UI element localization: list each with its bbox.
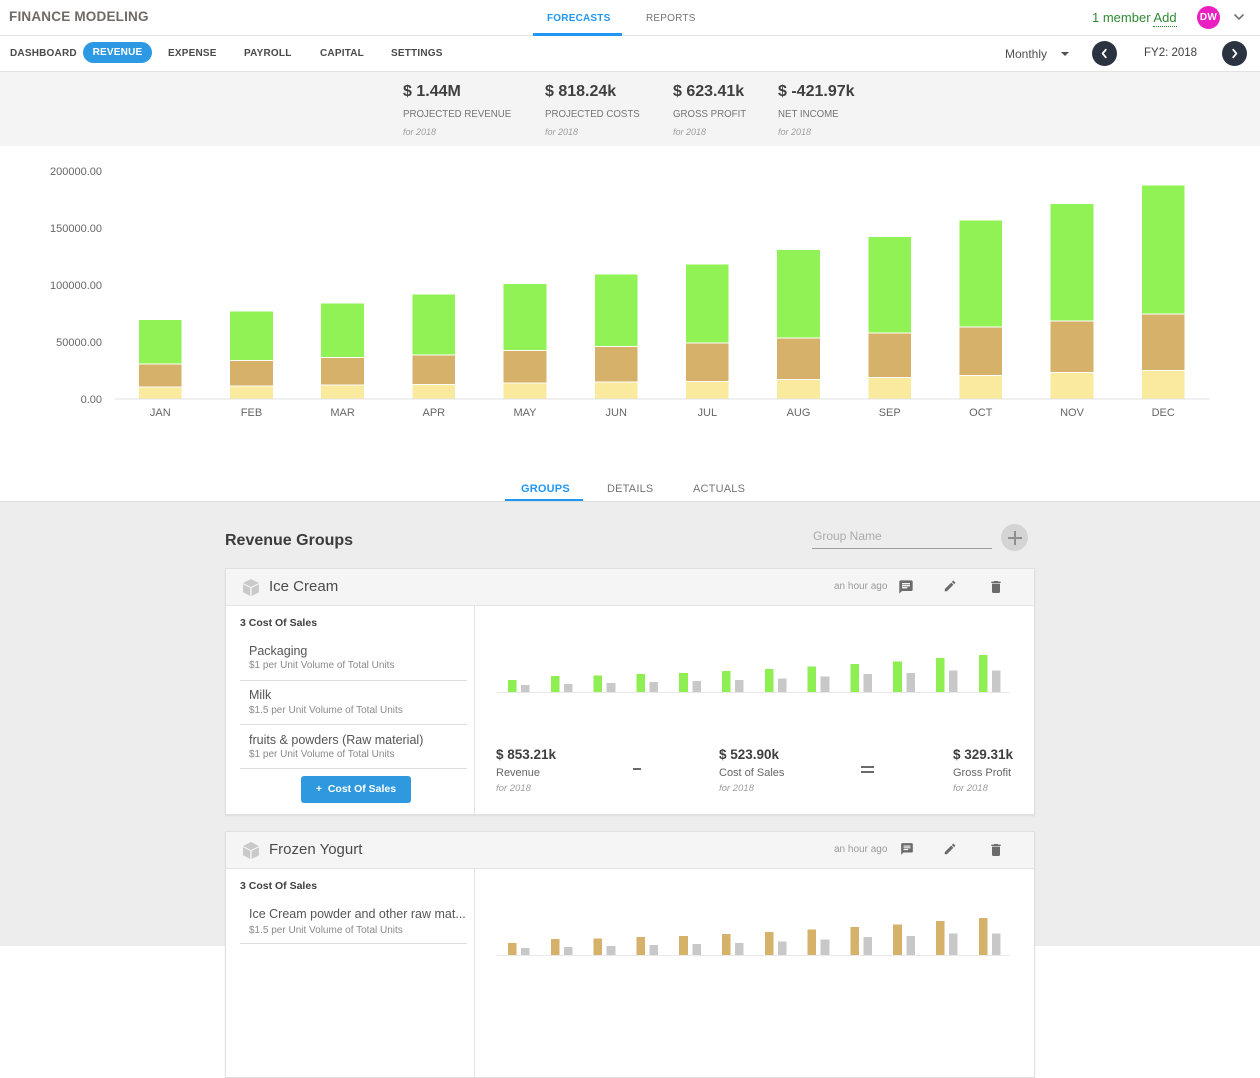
svg-text:NOV: NOV (1060, 407, 1085, 419)
svg-text:JUL: JUL (698, 407, 718, 419)
svg-text:JAN: JAN (150, 407, 171, 419)
svg-text:SEP: SEP (879, 407, 901, 419)
svg-text:100000.00: 100000.00 (50, 280, 102, 292)
svg-text:150000.00: 150000.00 (50, 223, 102, 235)
svg-text:0.00: 0.00 (81, 394, 102, 406)
svg-text:MAR: MAR (330, 407, 355, 419)
svg-text:APR: APR (422, 407, 445, 419)
svg-text:FEB: FEB (241, 407, 262, 419)
svg-text:AUG: AUG (787, 407, 811, 419)
svg-text:DEC: DEC (1152, 407, 1175, 419)
svg-text:200000.00: 200000.00 (50, 166, 102, 178)
svg-text:MAY: MAY (513, 407, 537, 419)
svg-text:OCT: OCT (969, 407, 993, 419)
svg-text:50000.00: 50000.00 (56, 337, 102, 349)
svg-text:JUN: JUN (606, 407, 627, 419)
